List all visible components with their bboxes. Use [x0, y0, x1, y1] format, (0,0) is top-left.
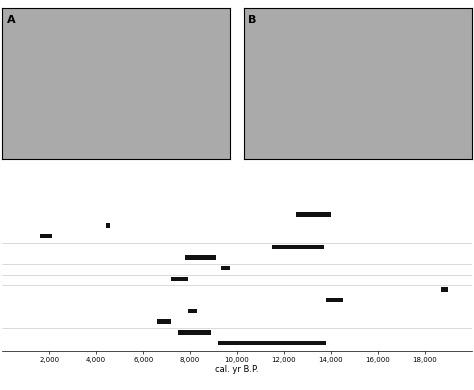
Bar	[441, 287, 448, 292]
Bar	[272, 245, 324, 249]
Bar	[296, 213, 331, 217]
Bar	[106, 223, 110, 228]
Bar	[157, 319, 171, 324]
Text: B: B	[248, 15, 257, 25]
Bar	[326, 298, 343, 303]
Bar	[178, 330, 211, 335]
Bar	[220, 266, 230, 270]
Bar	[185, 255, 216, 260]
Bar	[171, 277, 188, 281]
Bar	[40, 234, 52, 238]
Bar	[188, 308, 197, 313]
X-axis label: cal. yr B.P.: cal. yr B.P.	[215, 365, 259, 374]
Bar	[218, 341, 326, 345]
Text: A: A	[7, 15, 16, 25]
